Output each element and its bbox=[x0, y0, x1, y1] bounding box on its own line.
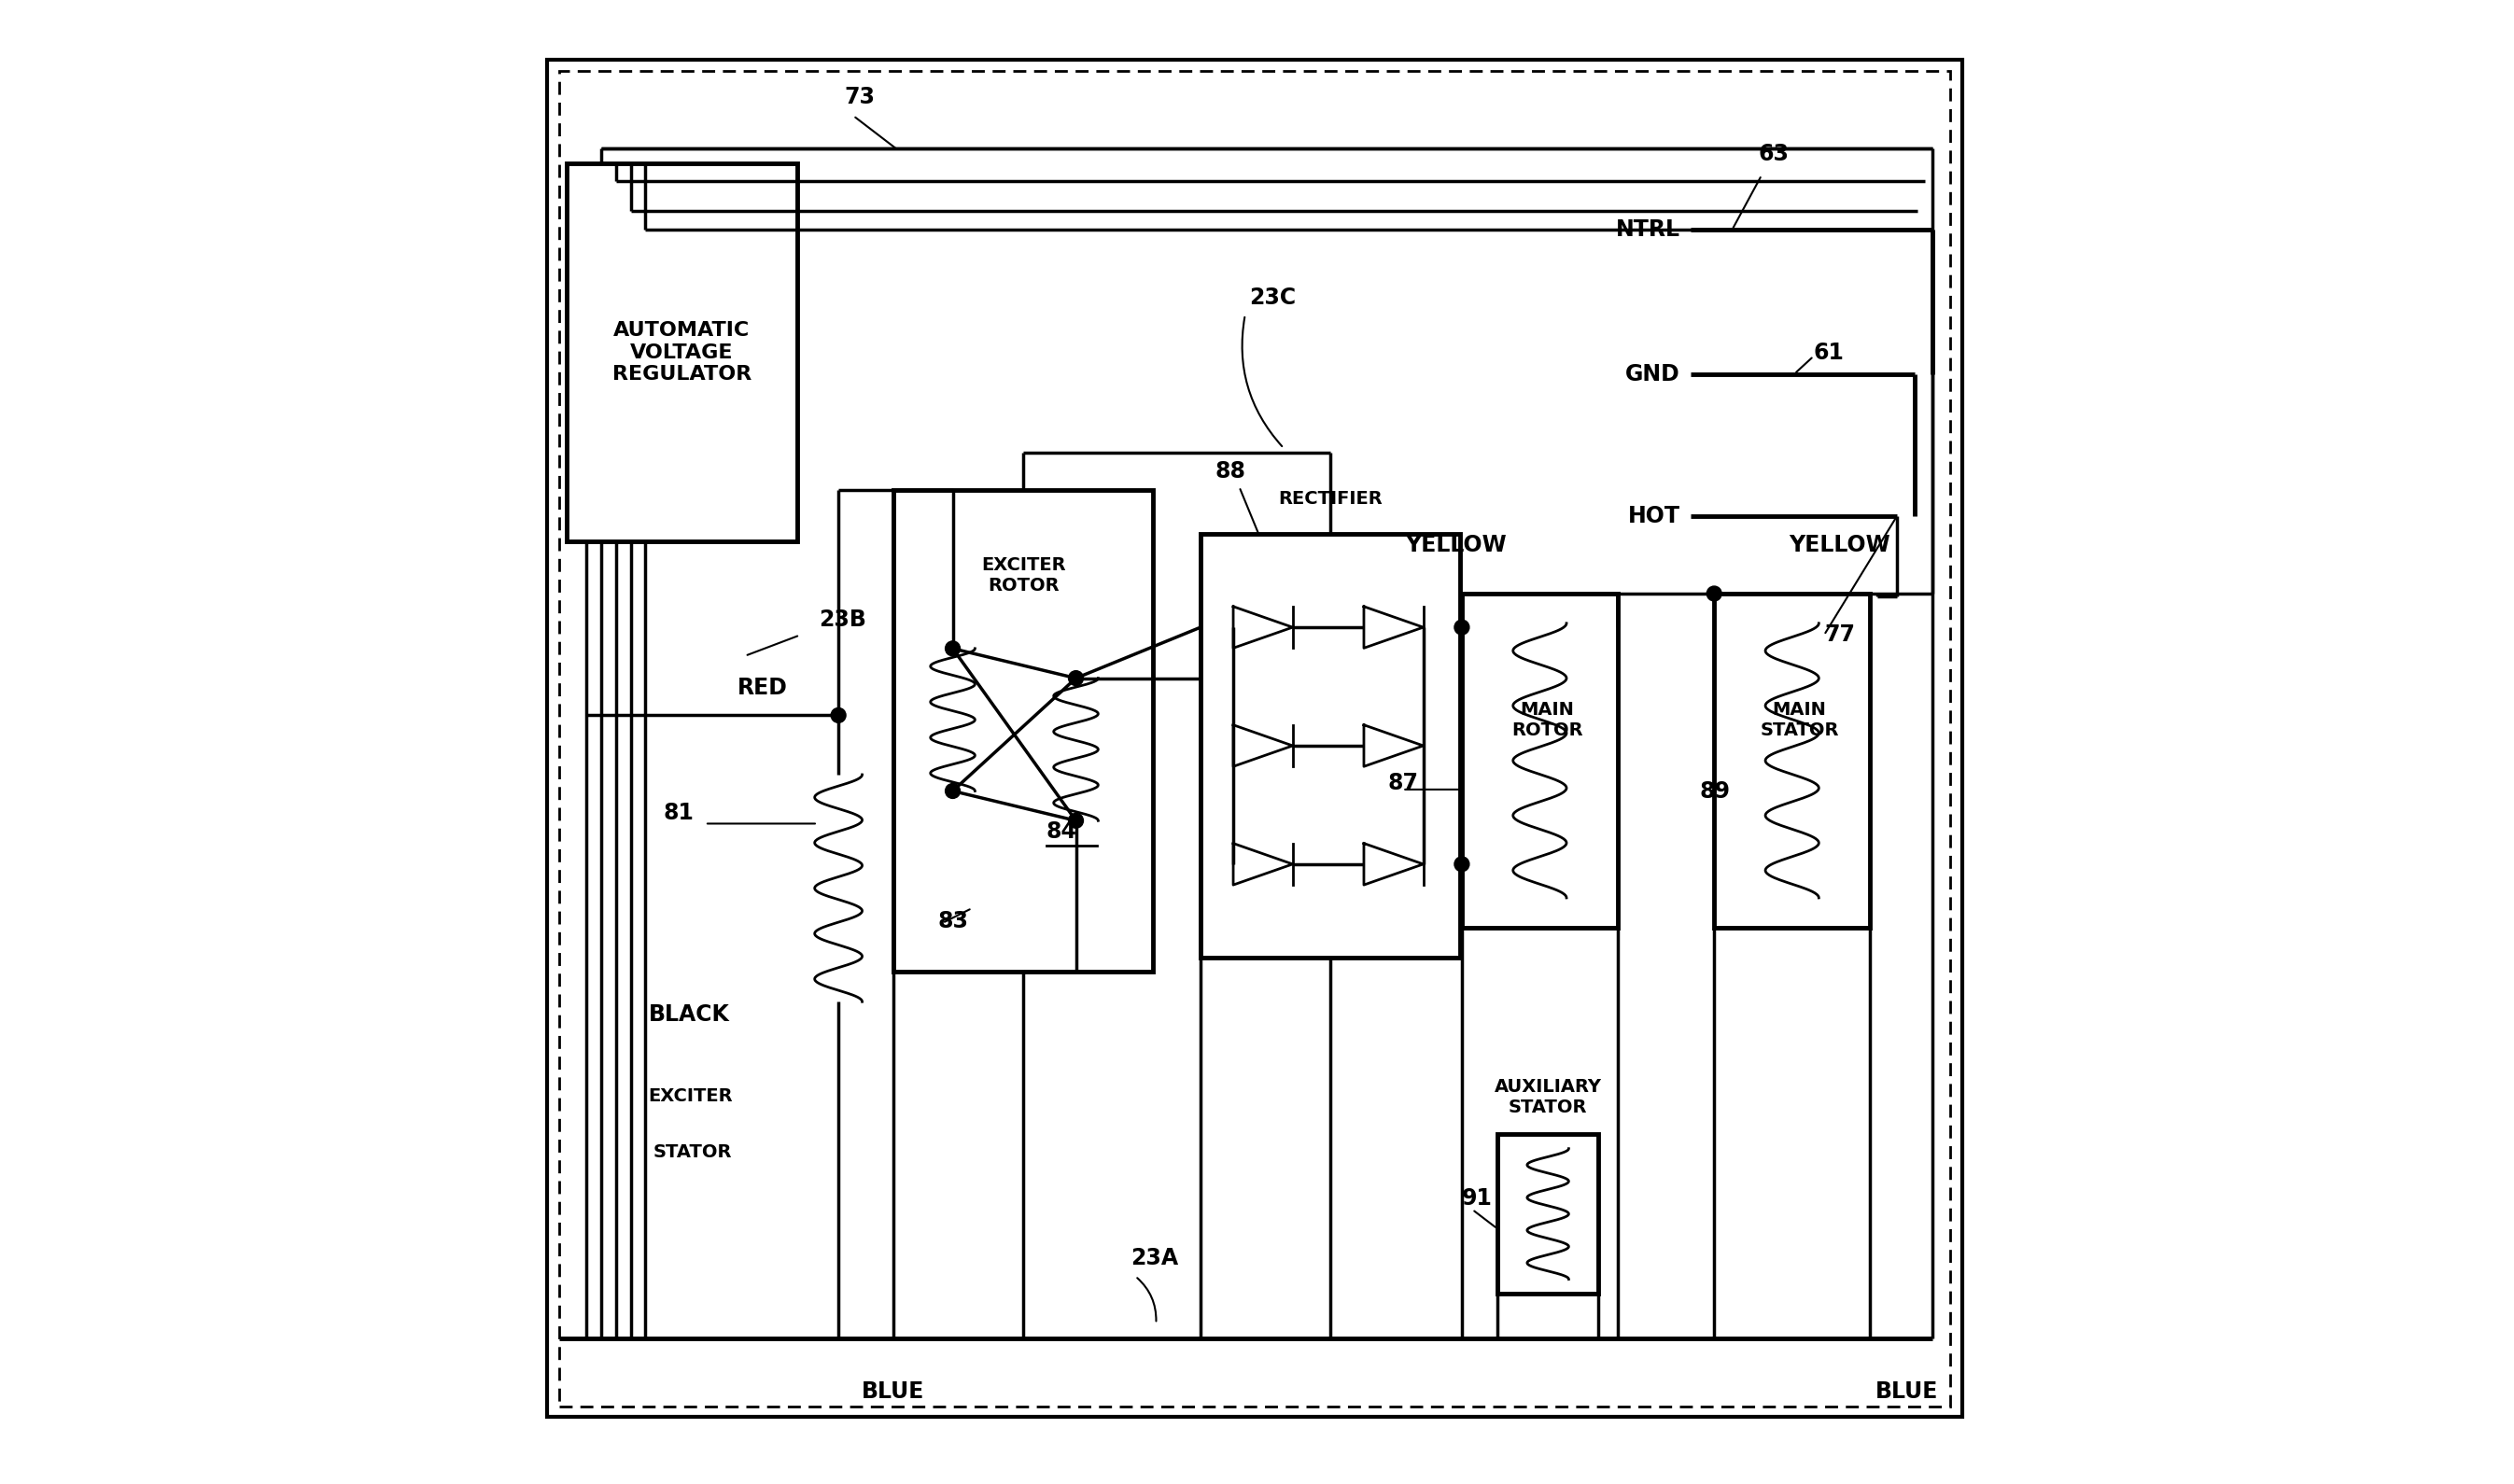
Text: EXCITER
ROTOR: EXCITER ROTOR bbox=[980, 556, 1066, 595]
Text: RED: RED bbox=[737, 677, 787, 699]
Text: 73: 73 bbox=[845, 86, 875, 108]
Circle shape bbox=[945, 641, 960, 656]
Text: GND: GND bbox=[1624, 362, 1679, 386]
Text: 23C: 23C bbox=[1249, 286, 1297, 309]
Circle shape bbox=[1707, 586, 1722, 601]
Circle shape bbox=[832, 708, 845, 723]
Circle shape bbox=[1068, 813, 1084, 828]
Text: MAIN
STATOR: MAIN STATOR bbox=[1760, 702, 1838, 739]
Text: AUTOMATIC
VOLTAGE
REGULATOR: AUTOMATIC VOLTAGE REGULATOR bbox=[613, 322, 752, 383]
Text: HOT: HOT bbox=[1627, 505, 1679, 528]
Text: BLUE: BLUE bbox=[862, 1380, 925, 1402]
Text: 23A: 23A bbox=[1131, 1247, 1179, 1269]
Bar bbox=[1498, 1134, 1599, 1294]
Text: 63: 63 bbox=[1760, 142, 1790, 165]
Bar bbox=[892, 490, 1154, 972]
Circle shape bbox=[1456, 620, 1468, 635]
Bar bbox=[1715, 594, 1870, 928]
Text: 88: 88 bbox=[1214, 460, 1247, 482]
Circle shape bbox=[1456, 856, 1468, 871]
Circle shape bbox=[945, 784, 960, 798]
Text: 77: 77 bbox=[1825, 623, 1855, 646]
Text: YELLOW: YELLOW bbox=[1405, 534, 1506, 556]
Text: 91: 91 bbox=[1461, 1187, 1493, 1209]
Text: MAIN
ROTOR: MAIN ROTOR bbox=[1511, 702, 1584, 739]
Circle shape bbox=[1068, 671, 1084, 686]
Text: YELLOW: YELLOW bbox=[1787, 534, 1891, 556]
Text: STATOR: STATOR bbox=[654, 1144, 732, 1162]
Text: 89: 89 bbox=[1699, 781, 1730, 803]
Bar bbox=[1202, 534, 1461, 957]
Text: EXCITER: EXCITER bbox=[649, 1088, 734, 1106]
Text: 83: 83 bbox=[938, 910, 968, 932]
Text: 84: 84 bbox=[1046, 821, 1076, 843]
Text: 23B: 23B bbox=[820, 608, 867, 631]
Text: BLACK: BLACK bbox=[649, 1003, 729, 1025]
Text: AUXILIARY
STATOR: AUXILIARY STATOR bbox=[1493, 1077, 1601, 1116]
Bar bbox=[566, 163, 797, 542]
Bar bbox=[1461, 594, 1617, 928]
Text: BLUE: BLUE bbox=[1875, 1380, 1938, 1402]
Text: NTRL: NTRL bbox=[1617, 218, 1679, 242]
Text: RECTIFIER: RECTIFIER bbox=[1277, 490, 1383, 508]
Text: 81: 81 bbox=[664, 801, 694, 824]
Text: 61: 61 bbox=[1813, 341, 1845, 364]
Text: 87: 87 bbox=[1388, 772, 1418, 794]
